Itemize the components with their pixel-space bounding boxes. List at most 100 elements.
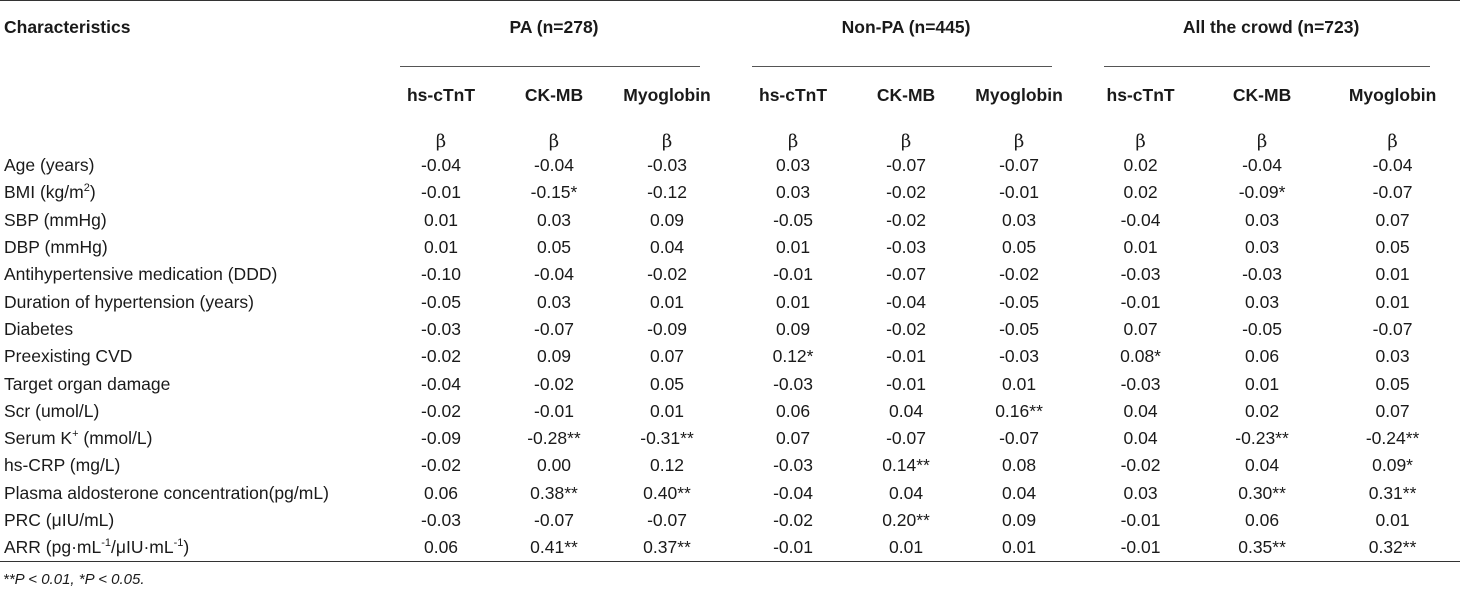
row-label: Preexisting CVD <box>4 346 133 367</box>
table-cell: -0.01 <box>1120 510 1161 530</box>
table-cell: 0.14** <box>882 455 930 476</box>
table-cell: -0.03 <box>421 318 461 339</box>
table-cell: 0.30** <box>1238 482 1286 503</box>
table-cell: 0.09 <box>776 318 811 339</box>
beta-symbol: β <box>548 131 560 152</box>
subcol-header: hs-cTnT <box>759 85 828 105</box>
table-cell: -0.03 <box>773 373 813 394</box>
table-cell: 0.02 <box>1245 400 1280 421</box>
beta-symbol: β <box>661 131 673 152</box>
table-cell: 0.01 <box>649 291 685 312</box>
table-cell: 0.04 <box>1123 428 1158 449</box>
table-cell: -0.02 <box>421 400 461 421</box>
subcol-header: CK-MB <box>1232 85 1292 105</box>
label-text: ARR (pg·mL <box>4 537 102 558</box>
beta-symbol: β <box>1013 131 1025 152</box>
table-cell: -0.03 <box>999 346 1039 367</box>
table-cell: -0.31** <box>640 428 694 449</box>
table-cell: -0.01 <box>1120 291 1161 312</box>
table-cell: 0.06 <box>423 482 459 503</box>
table-cell: -0.02 <box>886 318 926 339</box>
table-cell: 0.08* <box>1120 346 1161 367</box>
group-underline-pa <box>400 66 701 67</box>
table-cell: 0.32** <box>1368 537 1417 558</box>
subcol-header: hs-cTnT <box>406 85 476 105</box>
table-cell: 0.01 <box>423 237 459 258</box>
label-superscript: -1 <box>173 537 184 550</box>
table-cell: 0.40** <box>643 482 691 503</box>
table-cell: -0.01 <box>999 182 1039 203</box>
table-cell: -0.01 <box>421 182 461 203</box>
row-label: BMI (kg/m2) <box>0 179 378 206</box>
table-cell: 0.00 <box>536 455 572 476</box>
table-cell: -0.05 <box>421 291 461 312</box>
table-cell: 0.01 <box>1375 510 1410 530</box>
table-cell: 0.06 <box>1245 510 1280 530</box>
subcol-header: Myoglobin <box>975 85 1063 105</box>
subcol-header: CK-MB <box>524 85 584 105</box>
table-cell: 0.16** <box>995 400 1043 421</box>
row-label: ARR (pg·mL-1/μIU·mL-1) <box>0 534 378 562</box>
table-cell: -0.04 <box>421 373 461 394</box>
table-row: Preexisting CVD -0.02 0.09 0.07 0.12* -0.01 -0… <box>0 343 1460 370</box>
table-cell: 0.03 <box>776 182 811 203</box>
table-cell: -0.07 <box>1372 182 1413 203</box>
table-cell: -0.05 <box>773 209 813 230</box>
table-cell: -0.02 <box>421 455 461 476</box>
row-label: Scr (umol/L) <box>4 400 100 421</box>
label-text: /μIU·mL <box>111 537 174 558</box>
row-label: Plasma aldosterone concentration(pg/mL) <box>4 482 329 503</box>
table-cell: -0.04 <box>421 155 461 176</box>
table-cell: 0.06 <box>1245 346 1280 367</box>
table-row: BMI (kg/m2) -0.01 -0.15* -0.12 0.03 -0.02 -0.0… <box>0 179 1460 206</box>
beta-symbol: β <box>435 131 447 152</box>
table-cell: -0.23** <box>1235 428 1289 449</box>
table-cell: 0.12 <box>649 455 685 476</box>
table-footnote: **P < 0.01, *P < 0.05. <box>3 571 145 588</box>
table-cell: 0.01 <box>1123 237 1158 258</box>
table-cell: 0.03 <box>1245 237 1280 258</box>
table-cell: 0.01 <box>1375 291 1410 312</box>
table-cell: -0.09 <box>421 428 461 449</box>
table-cell: 0.41** <box>530 537 578 558</box>
table-cell: -0.07 <box>886 155 926 176</box>
table-cell: 0.01 <box>1002 537 1037 558</box>
table-cell: -0.03 <box>1242 264 1282 285</box>
table-cell: 0.01 <box>1245 373 1280 394</box>
table-cell: 0.37** <box>643 537 691 558</box>
table-cell: -0.07 <box>886 264 926 285</box>
table-row: DBP (mmHg) 0.01 0.05 0.04 0.01 -0.03 0.05 0.01 0… <box>0 234 1460 261</box>
table-cell: 0.03 <box>536 209 572 230</box>
table-cell: -0.07 <box>999 428 1039 449</box>
table-cell: -0.02 <box>1120 455 1161 476</box>
row-label: DBP (mmHg) <box>4 237 108 258</box>
table-cell: -0.04 <box>1242 155 1282 176</box>
subcol-header: Myoglobin <box>1348 85 1437 105</box>
table-cell: 0.05 <box>1002 237 1037 258</box>
table-cell: 0.07 <box>1123 318 1158 339</box>
table-cell: -0.07 <box>647 510 687 530</box>
label-superscript: -1 <box>101 537 112 550</box>
table-cell: 0.31** <box>1368 482 1417 503</box>
table-cell: 0.08 <box>1002 455 1037 476</box>
subcol-header: hs-cTnT <box>1106 85 1175 105</box>
table-cell: 0.03 <box>776 155 811 176</box>
group-header-all: All the crowd (n=723) <box>1082 1 1460 67</box>
table-row: SBP (mmHg) 0.01 0.03 0.09 -0.05 -0.02 0.03 -0.0… <box>0 207 1460 234</box>
subcol-header: Myoglobin <box>623 85 711 105</box>
table-row: Scr (umol/L) -0.02 -0.01 0.01 0.06 0.04 0.16**… <box>0 398 1460 425</box>
table-cell: -0.04 <box>534 264 574 285</box>
label-text: ) <box>183 537 190 558</box>
table-cell: 0.04 <box>1002 482 1037 503</box>
label-text: BMI (kg/m <box>4 182 84 203</box>
label-text: ) <box>89 182 96 203</box>
table-row: ARR (pg·mL-1/μIU·mL-1) 0.06 0.41** 0.37** -0… <box>0 534 1460 562</box>
table-cell: -0.07 <box>534 510 574 530</box>
table-cell: 0.03 <box>1002 209 1037 230</box>
table-cell: 0.04 <box>889 482 924 503</box>
table-row: Plasma aldosterone concentration(pg/mL) 0… <box>0 480 1460 507</box>
empty-header-cell <box>0 67 378 122</box>
table-cell: -0.09 <box>647 318 687 339</box>
table-row: Antihypertensive medication (DDD) -0.10 -0… <box>0 261 1460 288</box>
table-cell: -0.04 <box>1372 155 1413 176</box>
